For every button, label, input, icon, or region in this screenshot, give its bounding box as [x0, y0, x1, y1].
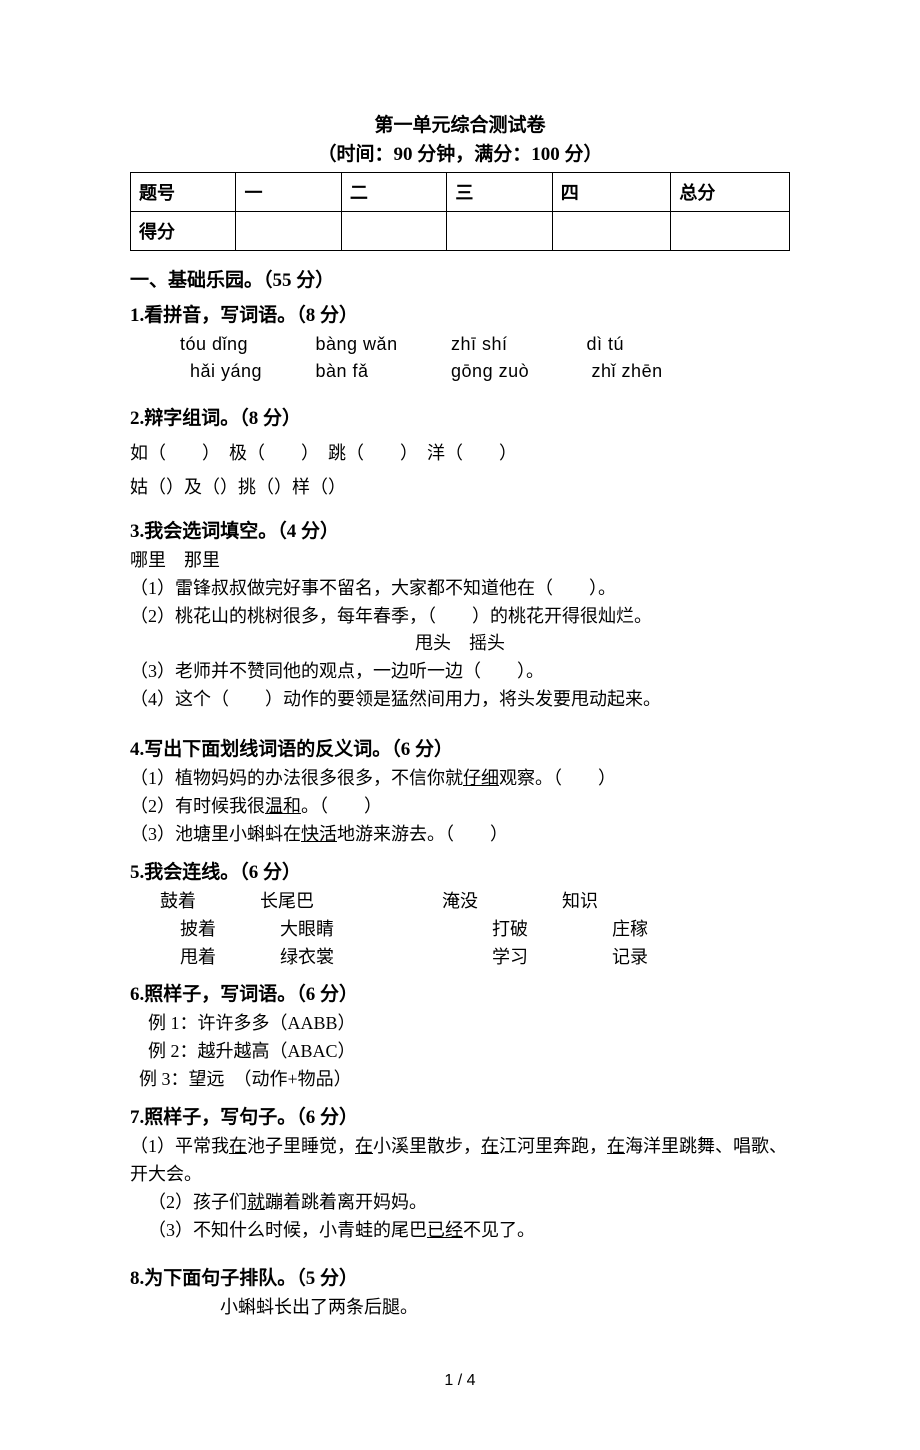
- q3-pair2: 甩头 摇头: [130, 630, 790, 658]
- m: 甩着: [130, 944, 280, 972]
- q3-pair1: 哪里 那里: [130, 547, 790, 575]
- q3-item: （4）这个（ ）动作的要领是猛然间用力，将头发要甩动起来。: [130, 686, 790, 714]
- q7-head: 7.照样子，写句子。（6 分）: [130, 1102, 790, 1129]
- m: 鼓着: [130, 888, 260, 916]
- q8-head: 8.为下面句子排队。（5 分）: [130, 1263, 790, 1290]
- m: 知识: [520, 888, 640, 916]
- u: 在: [607, 1136, 625, 1156]
- doc-title: 第一单元综合测试卷: [130, 110, 790, 137]
- u: 快活: [301, 824, 337, 844]
- q6-item: 例 3：望远 （动作+物品）: [130, 1066, 790, 1094]
- q7-item: （3）不知什么时候，小青蛙的尾巴已经不见了。: [130, 1217, 790, 1245]
- q3-item: （2）桃花山的桃树很多，每年春季，（ ）的桃花开得很灿烂。: [130, 603, 790, 631]
- pinyin: bàn fǎ: [316, 358, 446, 385]
- t: 地游来游去。（ ）: [337, 824, 508, 844]
- page-number: 1 / 4: [130, 1372, 790, 1390]
- q7-item: （1）平常我在池子里睡觉，在小溪里散步，在江河里奔跑，在海洋里跳舞、唱歌、开大会…: [130, 1133, 790, 1189]
- m: 庄稼: [570, 916, 690, 944]
- t: 不见了。: [463, 1220, 535, 1240]
- t: 江河里奔跑，: [499, 1136, 607, 1156]
- q3-item: （1）雷锋叔叔做完好事不留名，大家都不知道他在（ ）。: [130, 575, 790, 603]
- section-heading: 一、基础乐园。（55 分）: [130, 265, 790, 292]
- th: 四: [552, 173, 671, 212]
- score-table: 题号 一 二 三 四 总分 得分: [130, 172, 790, 251]
- pinyin: tóu dǐng: [180, 331, 310, 358]
- q8-line: 小蝌蚪长出了两条后腿。: [130, 1294, 790, 1322]
- table-row: 题号 一 二 三 四 总分: [131, 173, 790, 212]
- u: 在: [355, 1136, 373, 1156]
- match-row: 披着 大眼睛 打破 庄稼: [130, 916, 790, 944]
- t: 蹦着跳着离开妈妈。: [265, 1192, 427, 1212]
- u: 在: [481, 1136, 499, 1156]
- q6-head: 6.照样子，写词语。（6 分）: [130, 979, 790, 1006]
- th: 二: [341, 173, 446, 212]
- td: [447, 212, 552, 251]
- q2-line2: 姑（）及（）挑（）样（）: [130, 474, 790, 502]
- t: （3）池塘里小蝌蚪在: [130, 824, 301, 844]
- t: （2）孩子们: [148, 1192, 247, 1212]
- q5-head: 5.我会连线。（6 分）: [130, 857, 790, 884]
- td: [236, 212, 341, 251]
- t: （1）平常我: [130, 1136, 229, 1156]
- td: 得分: [131, 212, 236, 251]
- m: 绿衣裳: [280, 944, 420, 972]
- q6-item: 例 1：许许多多（AABB）: [130, 1010, 790, 1038]
- q4-head: 4.写出下面划线词语的反义词。（6 分）: [130, 734, 790, 761]
- th: 总分: [671, 173, 790, 212]
- th: 题号: [131, 173, 236, 212]
- u: 已经: [427, 1220, 463, 1240]
- q2-line1: 如（ ） 极（ ） 跳（ ） 洋（ ）: [130, 440, 790, 468]
- q4-item: （3）池塘里小蝌蚪在快活地游来游去。（ ）: [130, 821, 790, 849]
- u: 温和: [265, 796, 301, 816]
- match-row: 鼓着 长尾巴 淹没 知识: [130, 888, 790, 916]
- pinyin: hǎi yáng: [190, 358, 310, 385]
- pinyin: bàng wǎn: [316, 331, 446, 358]
- pinyin: zhǐ zhēn: [592, 358, 702, 385]
- m: 淹没: [400, 888, 520, 916]
- q2-head: 2.辩字组词。（8 分）: [130, 403, 790, 430]
- u: 仔细: [463, 768, 499, 788]
- pinyin-row: hǎi yáng bàn fǎ gōng zuò zhǐ zhēn: [190, 358, 790, 385]
- q3-item: （3）老师并不赞同他的观点，一边听一边（ ）。: [130, 658, 790, 686]
- th: 三: [447, 173, 552, 212]
- th: 一: [236, 173, 341, 212]
- q3-head: 3.我会选词填空。（4 分）: [130, 516, 790, 543]
- doc-subtitle: （时间：90 分钟，满分：100 分）: [130, 139, 790, 166]
- q4-item: （2）有时候我很温和。（ ）: [130, 793, 790, 821]
- t: （3）不知什么时候，小青蛙的尾巴: [148, 1220, 427, 1240]
- t: 。（ ）: [301, 796, 382, 816]
- m: 披着: [130, 916, 280, 944]
- td: [671, 212, 790, 251]
- u: 在: [229, 1136, 247, 1156]
- td: [552, 212, 671, 251]
- td: [341, 212, 446, 251]
- u: 就: [247, 1192, 265, 1212]
- q6-item: 例 2：越升越高（ABAC）: [130, 1038, 790, 1066]
- q4-item: （1）植物妈妈的办法很多很多，不信你就仔细观察。（ ）: [130, 765, 790, 793]
- t: 小溪里散步，: [373, 1136, 481, 1156]
- pinyin-row: tóu dǐng bàng wǎn zhī shí dì tú: [180, 331, 790, 358]
- m: 大眼睛: [280, 916, 420, 944]
- m: 长尾巴: [260, 888, 400, 916]
- t: 观察。（ ）: [499, 768, 616, 788]
- pinyin: gōng zuò: [451, 358, 586, 385]
- pinyin: zhī shí: [451, 331, 581, 358]
- m: 记录: [570, 944, 690, 972]
- match-row: 甩着 绿衣裳 学习 记录: [130, 944, 790, 972]
- pinyin: dì tú: [587, 331, 697, 358]
- m: 打破: [420, 916, 570, 944]
- q7-item: （2）孩子们就蹦着跳着离开妈妈。: [130, 1189, 790, 1217]
- q1-head: 1.看拼音，写词语。（8 分）: [130, 300, 790, 327]
- t: （2）有时候我很: [130, 796, 265, 816]
- m: 学习: [420, 944, 570, 972]
- table-row: 得分: [131, 212, 790, 251]
- t: 池子里睡觉，: [247, 1136, 355, 1156]
- t: （1）植物妈妈的办法很多很多，不信你就: [130, 768, 463, 788]
